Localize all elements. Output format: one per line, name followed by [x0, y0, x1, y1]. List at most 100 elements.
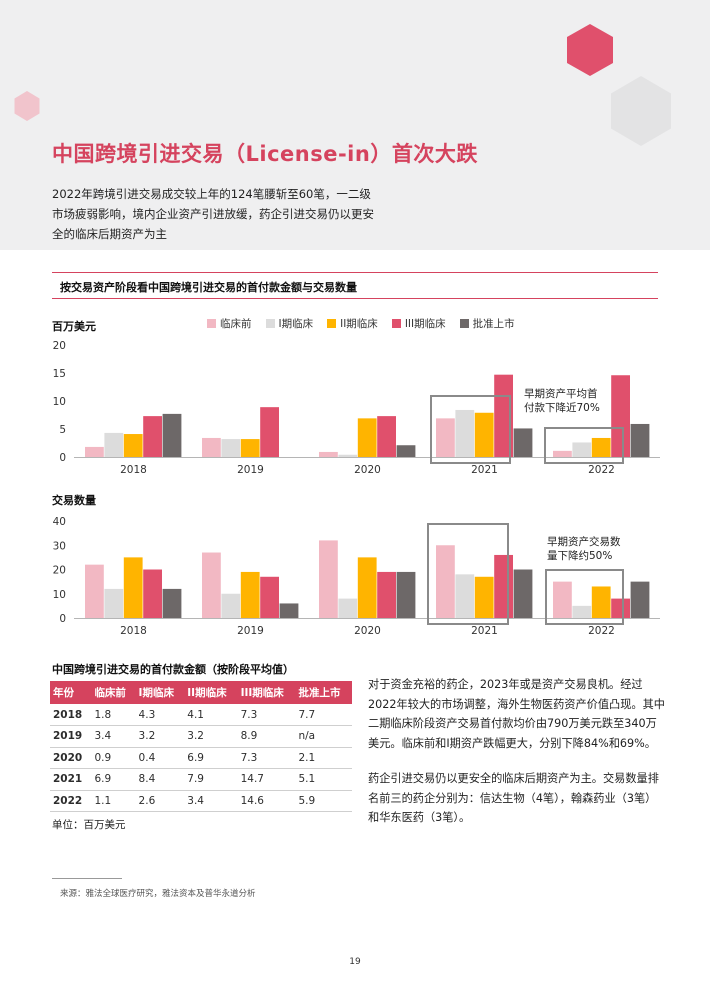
table-cell: 2.6: [135, 790, 185, 812]
bar: [279, 603, 299, 618]
legend-label: II期临床: [340, 318, 378, 330]
bar: [396, 445, 416, 457]
y-tick-label: 30: [53, 540, 66, 552]
table-header-row: 年份 临床前 I期临床 II期临床 III期临床 批准上市: [50, 681, 352, 704]
bar: [123, 557, 143, 618]
legend-label: I期临床: [278, 318, 314, 330]
x-tick-label: 2020: [354, 625, 381, 637]
table-cell: 4.1: [184, 704, 238, 726]
table-title: 中国跨境引进交易的首付款金额（按阶段平均值）: [52, 663, 294, 676]
table-row: 2019 3.4 3.2 3.2 8.9 n/a: [50, 725, 352, 748]
legend-item: 批准上市: [459, 316, 515, 331]
y-tick-label: 40: [53, 516, 66, 528]
table-cell: 4.3: [135, 704, 185, 726]
table-cell: 14.7: [237, 768, 296, 791]
legend-swatch: [327, 319, 337, 328]
chart-annotation: 早期资产交易数: [547, 535, 621, 548]
chart1-unit-label: 百万美元: [52, 320, 96, 333]
bar: [338, 598, 358, 618]
bar: [630, 581, 650, 618]
bar: [202, 552, 221, 618]
bar: [240, 439, 260, 457]
bar: [611, 598, 630, 618]
table-cell: 7.9: [184, 768, 238, 791]
y-tick-label: 10: [53, 589, 66, 601]
bar: [396, 571, 416, 618]
highlight-box: [430, 395, 511, 464]
body-paragraph-2: 药企引进交易仍以更安全的临床后期资产为主。交易数量排名前三的药企分别为：信达生物…: [368, 772, 659, 824]
x-tick-label: 2018: [120, 464, 147, 476]
table-cell: 8.4: [135, 768, 185, 791]
table-row: 2018 1.8 4.3 4.1 7.3 7.7: [50, 704, 352, 726]
table-cell: 2022: [50, 790, 92, 812]
bar: [436, 418, 455, 457]
table-cell: 6.9: [91, 768, 136, 791]
bar: [572, 605, 592, 618]
bar: [162, 413, 182, 457]
table-cell: 5.9: [295, 790, 352, 812]
table-cell: 6.9: [184, 747, 238, 769]
highlight-box: [545, 569, 624, 625]
bar: [591, 437, 611, 457]
page-number: 19: [349, 957, 361, 967]
bar: [494, 554, 513, 618]
table-cell: 5.1: [295, 768, 352, 791]
table-cell: 2019: [50, 725, 92, 748]
payment-table: 年份 临床前 I期临床 II期临床 III期临床 批准上市 2018 1.8 4…: [50, 681, 352, 812]
x-tick-label: 2018: [120, 625, 147, 637]
bar: [338, 454, 358, 457]
intro-paragraph: 2022年跨境引进交易成交较上年的124笔腰斩至60笔，一二级市场疲弱影响，境内…: [52, 187, 374, 241]
table-cell: 7.3: [237, 704, 296, 726]
table-unit-note: 单位：百万美元: [52, 819, 126, 831]
x-tick-label: 2022: [588, 464, 615, 476]
bar: [591, 586, 611, 618]
table-header-cell: 临床前: [91, 681, 136, 704]
y-tick-label: 20: [53, 340, 66, 352]
bar: [260, 576, 279, 618]
section-divider-top: [52, 272, 658, 273]
highlight-box: [544, 427, 624, 464]
x-tick-label: 2019: [237, 625, 264, 637]
bar: [611, 375, 630, 457]
bar: [553, 581, 572, 618]
table-row: 2022 1.1 2.6 3.4 14.6 5.9: [50, 790, 352, 812]
chart-annotation: 付款下降近70%: [524, 401, 600, 414]
legend-swatch: [207, 319, 216, 328]
hexagon-decoration-light-pink: [14, 91, 40, 121]
bar: [85, 446, 104, 457]
bar: [553, 450, 572, 457]
bar: [572, 442, 592, 457]
bar: [260, 407, 279, 457]
table-cell: 7.3: [237, 747, 296, 769]
table-row: 2020 0.9 0.4 6.9 7.3 2.1: [50, 747, 352, 769]
bar: [240, 571, 260, 618]
bar: [143, 569, 162, 618]
chart-annotation: 量下降约50%: [547, 549, 612, 562]
table-cell: 0.9: [91, 747, 136, 769]
legend-swatch: [391, 319, 401, 328]
bar: [436, 545, 455, 618]
table-cell: 7.7: [295, 704, 352, 726]
source-note: 来源：雅法全球医疗研究，雅法资本及普华永道分析: [60, 889, 256, 899]
table-cell: 14.6: [237, 790, 296, 812]
bar: [319, 540, 338, 618]
body-paragraph-1: 对于资金充裕的药企，2023年或是资产交易良机。经过2022年较大的市场调整，海…: [368, 678, 665, 750]
bar: [104, 432, 124, 457]
bar: [221, 593, 241, 618]
bar: [104, 588, 124, 618]
table-header-cell: 年份: [50, 681, 92, 704]
table-cell: 0.4: [135, 747, 185, 769]
x-tick-label: 2021: [471, 464, 498, 476]
x-tick-label: 2022: [588, 625, 615, 637]
legend-item: III期临床: [391, 316, 446, 331]
bar: [455, 409, 475, 457]
legend-swatch: [459, 319, 469, 328]
highlight-box: [427, 523, 509, 625]
bar: [377, 416, 396, 457]
legend-label: 批准上市: [472, 318, 515, 330]
legend-item: II期临床: [327, 316, 378, 331]
y-tick-label: 20: [53, 565, 66, 577]
table-cell: 2021: [50, 768, 92, 791]
table-cell: 8.9: [237, 725, 296, 748]
table-row: 2021 6.9 8.4 7.9 14.7 5.1: [50, 768, 352, 791]
